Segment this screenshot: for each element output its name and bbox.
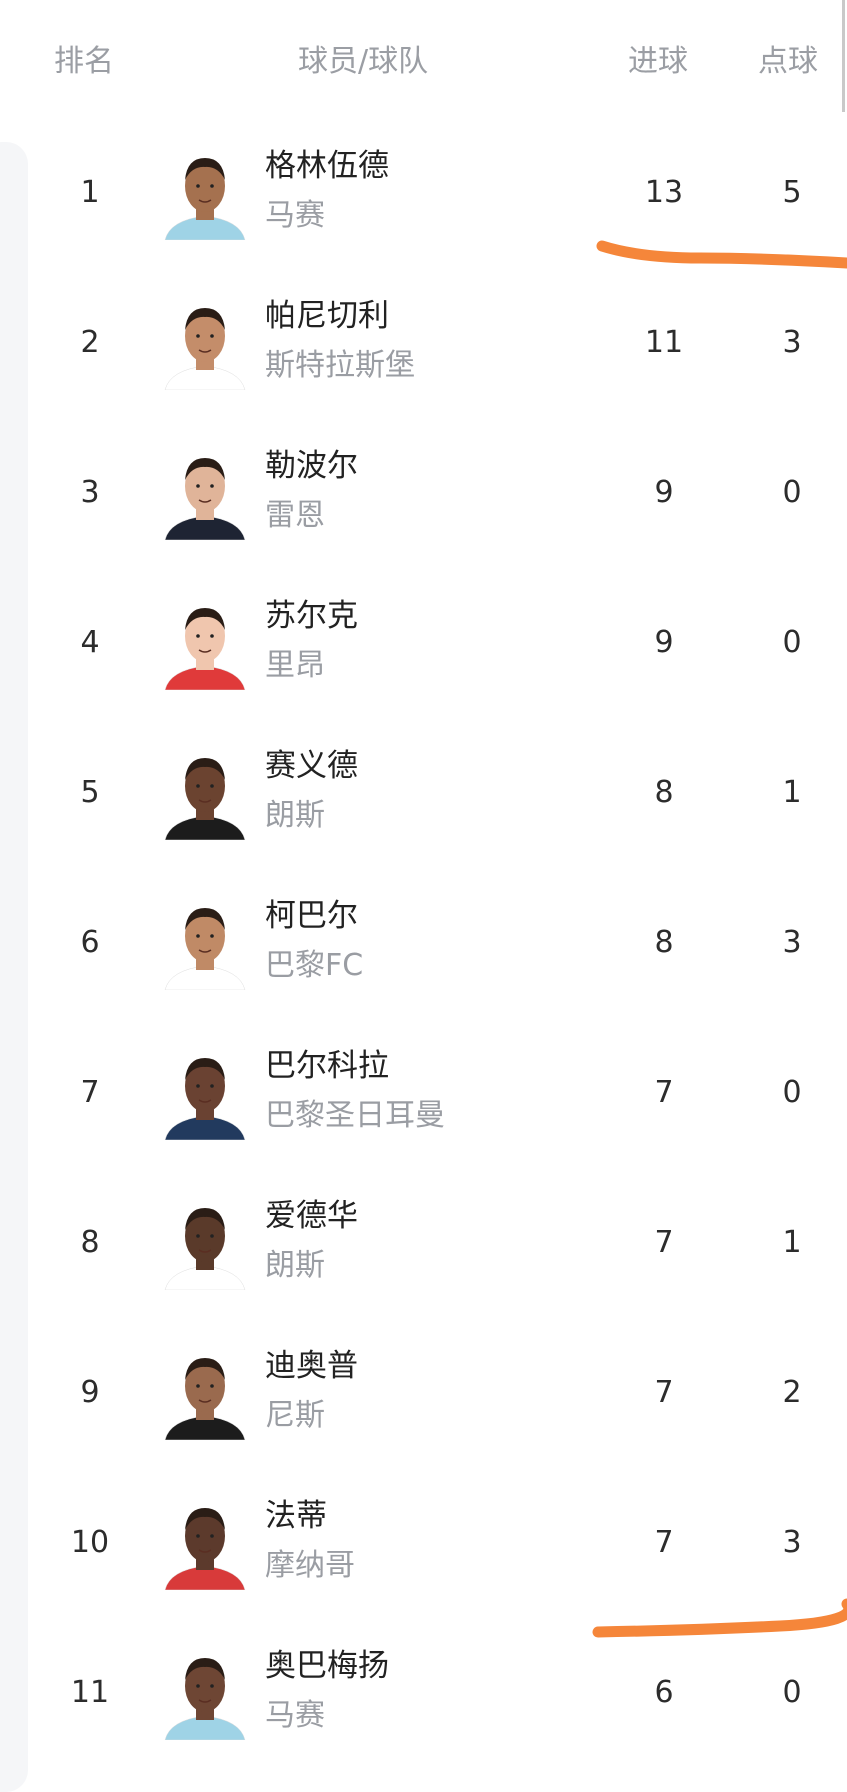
goals-value: 13 [644,175,684,210]
table-row[interactable]: 10 法蒂 摩纳哥 7 3 [0,1470,847,1620]
table-row[interactable]: 3 勒波尔 雷恩 9 0 [0,420,847,570]
team-name[interactable]: 巴黎圣日耳曼 [265,1098,445,1133]
table-row[interactable]: 8 爱德华 朗斯 7 1 [0,1170,847,1320]
penalties-value: 1 [782,775,802,810]
rank: 9 [80,1375,100,1410]
penalties-value: 5 [782,175,802,210]
rank: 5 [80,775,100,810]
team-name[interactable]: 巴黎FC [265,948,364,983]
table-row[interactable]: 7 巴尔科拉 巴黎圣日耳曼 7 0 [0,1020,847,1170]
table-row[interactable]: 1 格林伍德 马赛 13 5 [0,120,847,270]
rank: 6 [80,925,100,960]
penalties-value: 0 [782,1675,802,1710]
player-avatar [164,458,246,540]
header-goals[interactable]: 进球 [628,44,688,79]
penalties-value: 0 [782,475,802,510]
player-avatar [164,758,246,840]
goals-value: 7 [654,1075,674,1110]
goals-value: 11 [644,325,684,360]
scrollbar[interactable] [842,0,845,112]
player-name[interactable]: 格林伍德 [265,148,389,184]
table-row[interactable]: 6 柯巴尔 巴黎FC 8 3 [0,870,847,1020]
goals-value: 9 [654,475,674,510]
rank: 10 [70,1525,110,1560]
rank: 2 [80,325,100,360]
rank: 7 [80,1075,100,1110]
goals-value: 8 [654,925,674,960]
player-name[interactable]: 奥巴梅扬 [265,1648,389,1684]
player-name[interactable]: 爱德华 [265,1198,358,1234]
team-name[interactable]: 尼斯 [265,1398,325,1433]
header-penalties[interactable]: 点球 [758,44,818,79]
team-name[interactable]: 马赛 [265,198,325,233]
penalties-value: 1 [782,1225,802,1260]
player-avatar [164,1508,246,1590]
rank: 3 [80,475,100,510]
goals-value: 8 [654,775,674,810]
player-avatar [164,908,246,990]
rank: 1 [80,175,100,210]
player-avatar [164,158,246,240]
penalties-value: 3 [782,325,802,360]
rank: 11 [70,1675,110,1710]
player-avatar [164,1208,246,1290]
table-row[interactable]: 2 帕尼切利 斯特拉斯堡 11 3 [0,270,847,420]
player-name[interactable]: 帕尼切利 [265,298,389,334]
player-name[interactable]: 勒波尔 [265,448,358,484]
player-avatar [164,608,246,690]
player-name[interactable]: 苏尔克 [265,598,358,634]
penalties-value: 2 [782,1375,802,1410]
header-player-team[interactable]: 球员/球队 [298,44,429,79]
rank: 4 [80,625,100,660]
table-row[interactable]: 4 苏尔克 里昂 9 0 [0,570,847,720]
player-avatar [164,1058,246,1140]
player-name[interactable]: 迪奥普 [265,1348,358,1384]
goals-value: 9 [654,625,674,660]
penalties-value: 3 [782,1525,802,1560]
team-name[interactable]: 里昂 [265,648,325,683]
player-avatar [164,1358,246,1440]
team-name[interactable]: 摩纳哥 [265,1548,355,1583]
player-name[interactable]: 赛义德 [265,748,358,784]
goals-value: 7 [654,1525,674,1560]
rank: 8 [80,1225,100,1260]
table-row[interactable]: 5 赛义德 朗斯 8 1 [0,720,847,870]
goals-value: 7 [654,1375,674,1410]
player-name[interactable]: 柯巴尔 [265,898,358,934]
team-name[interactable]: 朗斯 [265,798,325,833]
team-name[interactable]: 雷恩 [265,498,325,533]
goals-value: 7 [654,1225,674,1260]
player-name[interactable]: 巴尔科拉 [265,1048,389,1084]
goals-value: 6 [654,1675,674,1710]
penalties-value: 3 [782,925,802,960]
table-row[interactable]: 11 奥巴梅扬 马赛 6 0 [0,1620,847,1770]
team-name[interactable]: 斯特拉斯堡 [265,348,415,383]
side-panel [0,142,28,1792]
penalties-value: 0 [782,1075,802,1110]
header-rank[interactable]: 排名 [54,44,114,79]
player-name[interactable]: 法蒂 [265,1498,327,1534]
table-row[interactable]: 9 迪奥普 尼斯 7 2 [0,1320,847,1470]
player-avatar [164,308,246,390]
penalties-value: 0 [782,625,802,660]
team-name[interactable]: 马赛 [265,1698,325,1733]
team-name[interactable]: 朗斯 [265,1248,325,1283]
player-avatar [164,1658,246,1740]
